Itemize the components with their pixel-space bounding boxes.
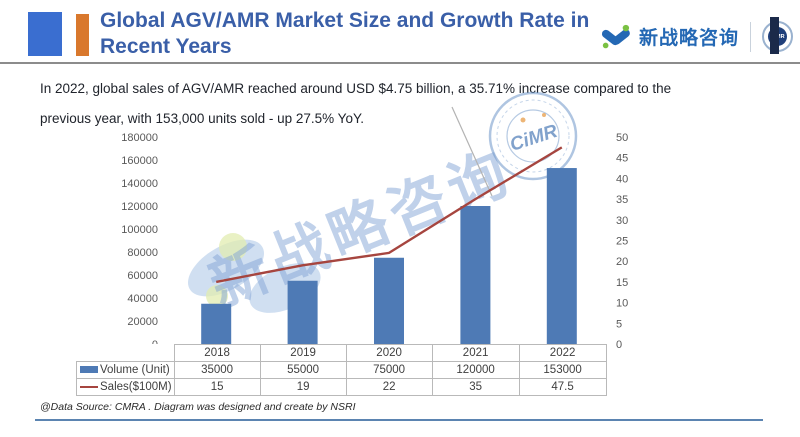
left-axis-tick: 140000: [121, 178, 158, 190]
volume-bar-2021: [460, 206, 491, 344]
brand-logo-icon: [601, 24, 630, 48]
sales-cell: 15: [173, 378, 261, 396]
sales-legend-swatch: [80, 385, 98, 389]
volume-cell: 35000: [173, 361, 261, 379]
volume-bar-2022: [546, 168, 577, 344]
right-axis-tick: 30: [616, 215, 628, 227]
page-title-line2: Recent Years: [100, 35, 232, 58]
right-axis-tick: 40: [616, 173, 628, 185]
right-axis-tick: 10: [616, 298, 628, 310]
volume-legend-swatch: [80, 366, 98, 374]
left-axis-tick: 60000: [127, 270, 158, 282]
table-row-sales-legend: Sales($100M): [76, 378, 175, 396]
left-axis-tick: 120000: [121, 201, 158, 213]
table-corner-blank: [77, 345, 175, 362]
left-axis-tick: 80000: [127, 247, 158, 259]
volume-cell: 55000: [259, 361, 347, 379]
title-accent-orange: [76, 14, 89, 56]
sales-cell: 35: [431, 378, 520, 396]
page-title: Global AGV/AMR Market Size and Growth Ra…: [100, 8, 620, 60]
sales-cell: 19: [259, 378, 347, 396]
footer-divider-line: [35, 419, 763, 421]
year-cell: 2022: [518, 344, 607, 362]
header-divider-line: [0, 62, 800, 64]
year-cell: 2021: [431, 344, 520, 362]
right-axis-tick: 50: [616, 132, 628, 144]
table-row-volume: Volume (Unit) 35000 55000 75000 120000 153000: [76, 361, 607, 379]
right-axis-tick: 20: [616, 256, 628, 268]
title-accent-blue: [28, 12, 62, 56]
chart-data-table: 2018 2019 2020 2021 2022 Volume (Unit) 35000 55…: [76, 344, 607, 396]
right-axis-tick: 0: [616, 339, 622, 350]
chart-canvas: 0 20000 40000 60000 80000 100000 120000 140000 1…: [121, 132, 628, 350]
summary-line2: previous year, with 153,000 units sold -…: [40, 111, 364, 126]
brand-logo-group: 新战略咨询 CiMR: [600, 21, 794, 52]
year-cell: 2018: [173, 344, 261, 362]
sales-legend-label: Sales($100M): [100, 381, 172, 393]
right-axis-tick: 25: [616, 236, 628, 248]
right-axis-tick: 5: [616, 318, 622, 330]
sales-cell: 22: [345, 378, 433, 396]
left-axis-tick: 40000: [127, 293, 158, 305]
summary-line1: In 2022, global sales of AGV/AMR reached…: [40, 81, 672, 96]
left-axis-tick: 160000: [121, 155, 158, 167]
volume-bar-2019: [287, 280, 318, 344]
page-title-line1: Global AGV/AMR Market Size and Growth Ra…: [100, 9, 590, 32]
volume-bar-2018: [201, 303, 232, 344]
header-end-bar: [770, 17, 779, 54]
right-axis-tick: 45: [616, 153, 628, 165]
volume-cell: 75000: [345, 361, 433, 379]
left-axis-tick: 100000: [121, 224, 158, 236]
sales-line: [215, 146, 563, 284]
year-cell: 2019: [259, 344, 347, 362]
brand-divider: [750, 21, 752, 52]
left-axis-tick: 180000: [121, 132, 158, 144]
brand-name-text: 新战略咨询: [639, 28, 740, 49]
data-source-note: @Data Source: CMRA . Diagram was designe…: [40, 401, 356, 413]
volume-cell: 120000: [431, 361, 520, 379]
table-row-sales: Sales($100M) 15 19 22 35 47.5: [76, 378, 607, 396]
right-axis-tick: 15: [616, 277, 628, 289]
sales-cell: 47.5: [518, 378, 607, 396]
table-row-volume-legend: Volume (Unit): [76, 361, 175, 379]
right-axis-tick: 35: [616, 194, 628, 206]
volume-cell: 153000: [518, 361, 607, 379]
volume-bar-2020: [374, 257, 404, 344]
left-axis-tick: 20000: [127, 316, 158, 328]
volume-legend-label: Volume (Unit): [100, 364, 170, 376]
year-cell: 2020: [345, 344, 433, 362]
table-row-years: 2018 2019 2020 2021 2022: [77, 344, 607, 362]
